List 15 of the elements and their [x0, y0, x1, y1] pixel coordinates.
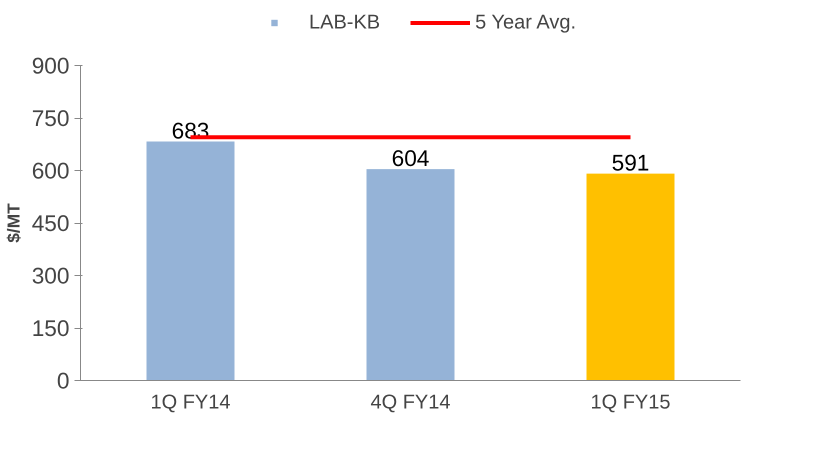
data-label: 604 [392, 145, 430, 172]
x-tick-label: 1Q FY15 [590, 392, 671, 414]
x-tick-label: 1Q FY14 [150, 392, 231, 414]
y-tick-label: 750 [32, 105, 70, 131]
y-tick-label: 150 [32, 315, 70, 341]
y-tick-label: 300 [32, 262, 70, 288]
y-tick-label: 600 [32, 158, 70, 184]
y-tick-label: 0 [56, 368, 70, 394]
legend-label: 5 Year Avg. [475, 11, 576, 34]
x-tick-label: 4Q FY14 [370, 392, 451, 414]
y-tick-label: 900 [32, 52, 70, 78]
y-tick-label: 450 [32, 210, 70, 236]
data-label: 591 [612, 150, 650, 176]
y-axis-title: $/MT [4, 202, 24, 243]
legend-label: LAB-KB [309, 11, 380, 34]
